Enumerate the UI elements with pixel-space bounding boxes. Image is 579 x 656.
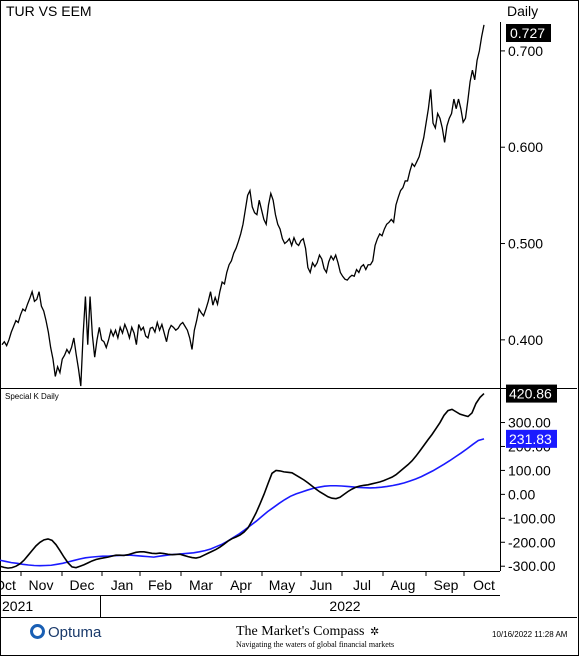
publisher-tagline: Navigating the waters of global financia…: [236, 640, 395, 649]
price-last-value-label: 0.727: [510, 25, 545, 41]
x-month-label: May: [269, 577, 295, 593]
compass-rose-icon: ✲: [370, 626, 380, 638]
optuma-logo-icon: [30, 624, 45, 639]
x-month-label: Oct: [0, 577, 16, 593]
x-year-label: 2022: [329, 598, 360, 614]
price-y-tick-label: 0.500: [508, 236, 543, 252]
period-label[interactable]: Daily: [507, 3, 539, 19]
sk-y-tick-label: 100.00: [508, 462, 551, 478]
sk-y-tick-label: 300.00: [508, 415, 551, 431]
signal-last-value-box: [506, 429, 557, 448]
signal-series-line: [0, 438, 485, 567]
price-series-line: [1, 24, 485, 387]
signal-last-value-label: 231.83: [509, 431, 552, 447]
sk-y-tick-label: -300.00: [508, 558, 556, 574]
publisher-name: The Market's Compass: [236, 624, 365, 639]
price-y-tick-label: 0.400: [508, 332, 543, 348]
x-month-label: Jan: [111, 577, 134, 593]
x-month-label: Feb: [148, 577, 172, 593]
price-y-tick-label: 0.600: [508, 139, 543, 155]
timestamp: 10/16/2022 11:28 AM: [492, 630, 568, 639]
sk-y-tick-label: -200.00: [508, 534, 556, 550]
x-month-label: Sep: [434, 577, 459, 593]
x-month-label: Jun: [310, 577, 333, 593]
chart-title: TUR VS EEM: [6, 3, 92, 19]
special-k-last-value-label: 420.86: [509, 386, 552, 402]
x-month-label: Nov: [29, 577, 54, 593]
x-month-label: Mar: [189, 577, 213, 593]
price-last-value-box: [506, 24, 551, 42]
indicator-title: Special K Daily: [5, 392, 59, 401]
special-k-last-value-box: [506, 384, 557, 403]
price-y-tick-label: 0.700: [508, 43, 543, 59]
x-month-label: Oct: [473, 577, 495, 593]
x-month-label: Jul: [353, 577, 371, 593]
optuma-logo-text: Optuma: [48, 624, 102, 641]
sk-y-tick-label: 0.00: [508, 486, 535, 502]
x-month-label: Aug: [391, 577, 416, 593]
x-month-label: Dec: [70, 577, 95, 593]
special-k-series-line: [0, 393, 485, 569]
sk-y-tick-label: -100.00: [508, 510, 556, 526]
optuma-logo: Optuma: [30, 624, 101, 641]
x-month-label: Apr: [230, 577, 252, 593]
x-year-label: 2021: [2, 598, 33, 614]
